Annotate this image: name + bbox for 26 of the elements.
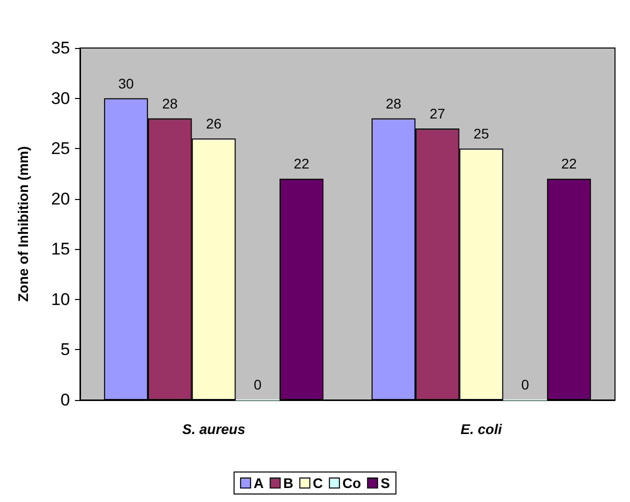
data-label: 28 xyxy=(386,95,402,112)
legend-label: B xyxy=(283,475,294,491)
y-tick-label: 10 xyxy=(51,290,70,309)
y-tick-label: 0 xyxy=(60,390,70,410)
y-tick-label: 30 xyxy=(51,88,70,108)
data-label: 0 xyxy=(254,376,262,392)
x-tick-label: E. coli xyxy=(460,421,503,437)
y-tick-label: 25 xyxy=(51,139,70,158)
data-label: 25 xyxy=(473,126,490,142)
x-tick-label: S. aureus xyxy=(182,421,246,437)
y-tick-label: 20 xyxy=(51,189,70,208)
y-tick-label: 15 xyxy=(51,240,70,259)
data-label: 26 xyxy=(206,116,222,132)
legend-label: S xyxy=(380,475,390,491)
data-label: 22 xyxy=(294,156,310,172)
legend-label: Co xyxy=(342,475,362,491)
data-label: 27 xyxy=(430,105,446,122)
legend-label: C xyxy=(312,475,323,491)
y-tick-label: 35 xyxy=(51,38,70,58)
data-label: 28 xyxy=(162,95,178,112)
data-label: 22 xyxy=(561,156,577,172)
data-label: 30 xyxy=(118,75,134,92)
y-tick-label: 5 xyxy=(60,340,70,360)
y-axis-title: Zone of Inhibition (mm) xyxy=(15,146,31,302)
data-label: 0 xyxy=(521,376,530,392)
legend-label: A xyxy=(254,475,264,491)
